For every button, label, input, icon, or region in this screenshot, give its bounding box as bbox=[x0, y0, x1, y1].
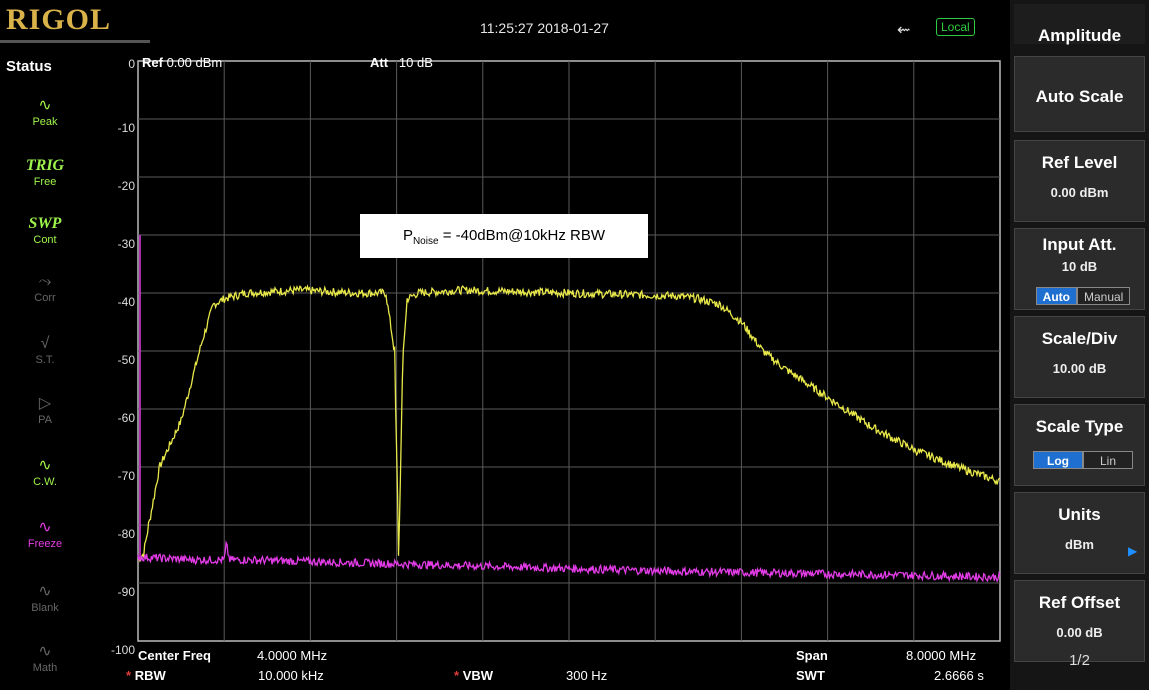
status-peak[interactable]: ∿ Peak bbox=[24, 96, 66, 136]
cw-icon: ∿ bbox=[38, 457, 52, 474]
y-tick-label: -90 bbox=[117, 585, 135, 599]
status-corr[interactable]: ⤳ Corr bbox=[24, 272, 66, 312]
softkey-menu: Amplitude Auto Scale Ref Level 0.00 dBm … bbox=[1010, 0, 1149, 690]
y-tick-label: -10 bbox=[117, 121, 135, 135]
status-panel bbox=[0, 50, 81, 690]
logo-underline bbox=[0, 40, 150, 43]
trace-yellow bbox=[137, 284, 1001, 563]
vbw-value: 300 Hz bbox=[566, 668, 608, 683]
input-att-manual[interactable]: Manual bbox=[1076, 287, 1131, 305]
math-icon: ∿ bbox=[38, 643, 52, 660]
y-tick-label: -100 bbox=[110, 643, 135, 657]
blank-icon: ∿ bbox=[38, 583, 52, 600]
status-blank[interactable]: ∿ Blank bbox=[24, 582, 66, 622]
status-st[interactable]: √ S.T. bbox=[24, 334, 66, 374]
scale-div-button[interactable]: Scale/Div 10.00 dB bbox=[1014, 316, 1145, 398]
y-tick-label: -20 bbox=[117, 179, 135, 193]
center-freq-value: 4.0000 MHz bbox=[257, 648, 328, 663]
input-att-auto[interactable]: Auto bbox=[1035, 287, 1077, 305]
pa-icon: ▷ bbox=[38, 395, 52, 412]
status-cw[interactable]: ∿ C.W. bbox=[24, 456, 66, 496]
noise-annotation: PNoise = -40dBm@10kHz RBW bbox=[360, 214, 648, 258]
peak-icon: ∿ bbox=[38, 97, 52, 114]
status-math[interactable]: ∿ Math bbox=[24, 642, 66, 682]
auto-scale-button[interactable]: Auto Scale bbox=[1014, 56, 1145, 132]
status-pa[interactable]: ▷ PA bbox=[24, 394, 66, 434]
trace-group bbox=[137, 235, 1001, 583]
scale-type-button[interactable]: Scale Type Log Lin bbox=[1014, 404, 1145, 486]
menu-page-indicator[interactable]: 1/2 bbox=[1069, 652, 1090, 669]
scale-type-toggle[interactable]: Log Lin bbox=[1025, 451, 1141, 469]
swt-value: 2.6666 s bbox=[934, 668, 984, 683]
scale-type-log[interactable]: Log bbox=[1033, 451, 1083, 469]
y-tick-label: -70 bbox=[117, 469, 135, 483]
attenuation-readout: Att 10 dB bbox=[370, 55, 433, 70]
vbw-label: * VBW bbox=[454, 668, 494, 683]
units-button[interactable]: Units dBm bbox=[1014, 492, 1145, 574]
y-tick-label: -80 bbox=[117, 527, 135, 541]
plot-grid bbox=[137, 60, 1001, 642]
status-title: Status bbox=[6, 58, 52, 75]
y-tick-label: -40 bbox=[117, 295, 135, 309]
spectrum-display: 0 -10 -20 -30 -40 -50 -60 -70 -80 -90 -100 Ref 0.0… bbox=[82, 50, 1004, 690]
span-label: Span bbox=[796, 648, 828, 663]
usb-icon: ⇜ bbox=[897, 22, 911, 39]
center-freq-label: Center Freq bbox=[138, 648, 211, 663]
spectrum-plot bbox=[137, 60, 1001, 642]
input-att-toggle[interactable]: Auto Manual bbox=[1025, 287, 1141, 305]
input-att-button[interactable]: Input Att. 10 dB Auto Manual bbox=[1014, 228, 1145, 310]
menu-title: Amplitude bbox=[1014, 4, 1145, 45]
rbw-value: 10.000 kHz bbox=[258, 668, 324, 683]
status-trigger[interactable]: TRIG Free bbox=[25, 157, 65, 188]
swt-label: SWT bbox=[796, 668, 825, 683]
rbw-label: * RBW bbox=[126, 668, 166, 683]
trace-magenta bbox=[137, 540, 1001, 583]
st-icon: √ bbox=[40, 335, 50, 352]
scale-type-lin[interactable]: Lin bbox=[1083, 451, 1133, 469]
ref-level-button[interactable]: Ref Level 0.00 dBm bbox=[1014, 140, 1145, 222]
remote-status-badge[interactable]: Local bbox=[936, 18, 975, 36]
datetime-display: 11:25:27 2018-01-27 bbox=[480, 20, 609, 36]
y-tick-label: -30 bbox=[117, 237, 135, 251]
ref-level-readout: Ref 0.00 dBm bbox=[142, 55, 223, 70]
y-tick-label: -60 bbox=[117, 411, 135, 425]
y-tick-label: -50 bbox=[117, 353, 135, 367]
span-value: 8.0000 MHz bbox=[906, 648, 977, 663]
status-freeze[interactable]: ∿ Freeze bbox=[24, 518, 66, 558]
corr-icon: ⤳ bbox=[38, 273, 52, 290]
freeze-icon: ∿ bbox=[38, 519, 52, 536]
ref-offset-button[interactable]: Ref Offset 0.00 dB bbox=[1014, 580, 1145, 662]
y-tick-label: 0 bbox=[128, 57, 135, 71]
brand-logo: RIGOL bbox=[6, 3, 112, 36]
title-bar: RIGOL 11:25:27 2018-01-27 ⇜ Local bbox=[0, 0, 1004, 46]
status-sweep[interactable]: SWP Cont bbox=[28, 215, 62, 246]
submenu-arrow-icon: ▶ bbox=[1128, 544, 1138, 558]
